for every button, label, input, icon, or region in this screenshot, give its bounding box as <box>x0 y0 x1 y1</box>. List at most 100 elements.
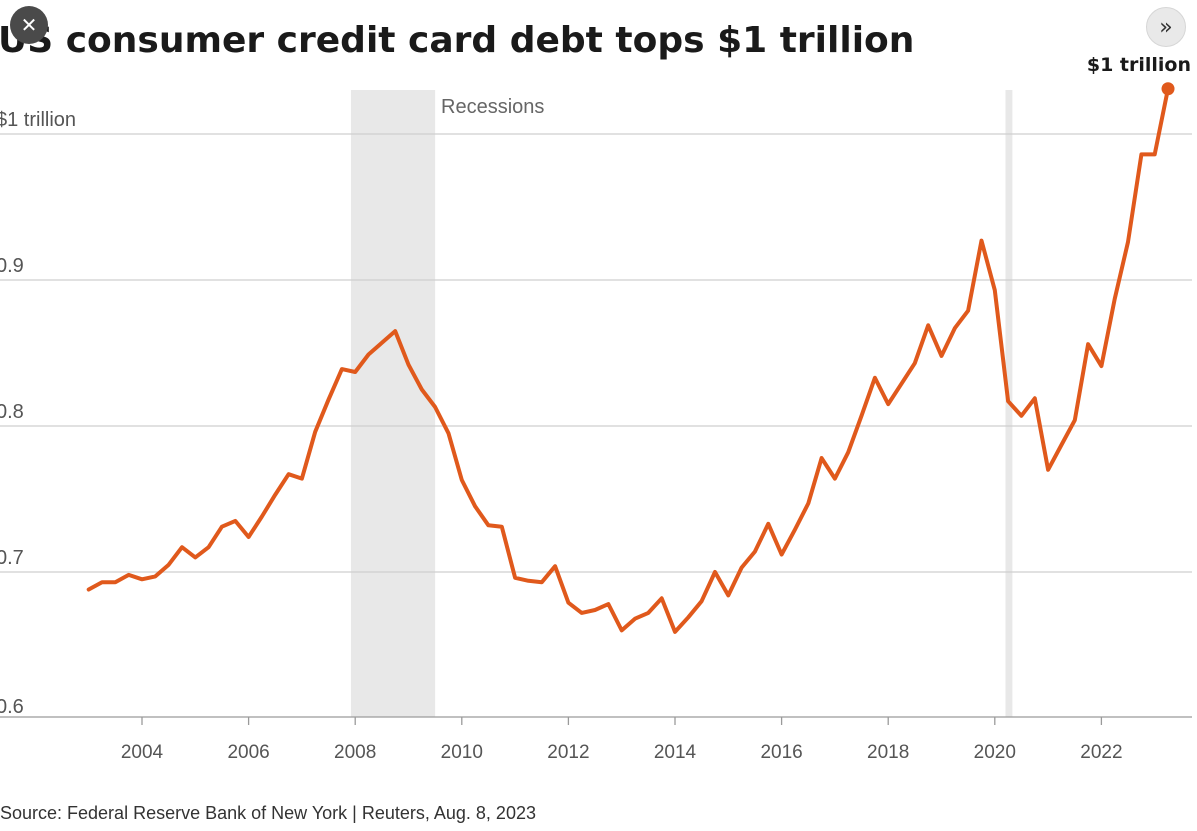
data-point <box>580 611 584 615</box>
recession-band-1 <box>350 90 436 717</box>
data-point <box>886 402 890 406</box>
data-point <box>1019 414 1023 418</box>
data-point <box>1006 399 1010 403</box>
data-point <box>167 563 171 567</box>
data-point <box>473 504 477 508</box>
data-point <box>566 601 570 605</box>
data-point <box>353 370 357 374</box>
gridlines <box>0 133 1192 573</box>
y-tick-label: 0.6 <box>0 696 24 718</box>
data-point <box>207 545 211 549</box>
x-tick-label: 2006 <box>227 742 269 763</box>
data-point <box>300 477 304 481</box>
data-point <box>100 580 104 584</box>
data-point <box>327 398 331 402</box>
data-point <box>966 309 970 313</box>
data-point <box>540 580 544 584</box>
data-point <box>153 574 157 578</box>
debt-series <box>86 82 1175 634</box>
data-point <box>140 577 144 581</box>
x-tick-label: 2010 <box>441 742 483 763</box>
data-point <box>833 477 837 481</box>
data-point <box>287 472 291 476</box>
data-point <box>367 352 371 356</box>
data-point <box>380 341 384 345</box>
data-point <box>500 525 504 529</box>
data-point <box>686 615 690 619</box>
data-point <box>846 450 850 454</box>
data-point <box>180 545 184 549</box>
data-point <box>393 329 397 333</box>
data-point <box>953 326 957 330</box>
data-point <box>260 515 264 519</box>
data-point <box>593 608 597 612</box>
end-point-marker <box>1161 82 1175 96</box>
data-point <box>726 593 730 597</box>
chart-title: US consumer credit card debt tops $1 tri… <box>0 20 914 61</box>
x-tick-label: 2018 <box>867 742 909 763</box>
data-point <box>340 367 344 371</box>
data-point <box>1139 152 1143 156</box>
data-point <box>273 493 277 497</box>
x-tick-label: 2012 <box>547 742 589 763</box>
data-point <box>1046 468 1050 472</box>
data-point <box>1073 418 1077 422</box>
data-point <box>553 564 557 568</box>
data-point <box>806 501 810 505</box>
recession-label: Recessions <box>441 96 544 118</box>
data-point <box>780 552 784 556</box>
data-point <box>1113 297 1117 301</box>
x-axis-ticks: 2004 2006 2008 2010 2012 2014 2016 2018 2020 2022 <box>121 717 1123 763</box>
data-point <box>433 405 437 409</box>
end-value-label: $1 trillion <box>1087 54 1191 76</box>
data-point <box>460 478 464 482</box>
data-point <box>1153 152 1157 156</box>
data-point <box>940 354 944 358</box>
data-point <box>606 602 610 606</box>
data-point <box>113 580 117 584</box>
data-point <box>87 588 91 592</box>
close-icon: ✕ <box>20 13 38 37</box>
data-point <box>766 522 770 526</box>
data-point <box>193 555 197 559</box>
data-point <box>979 239 983 243</box>
x-tick-label: 2004 <box>121 742 164 763</box>
double-chevron-right-icon: » <box>1159 14 1173 40</box>
data-point <box>1099 364 1103 368</box>
data-point <box>820 456 824 460</box>
data-point <box>860 414 864 418</box>
next-button[interactable]: » <box>1146 7 1186 47</box>
data-point <box>673 630 677 634</box>
data-point <box>740 566 744 570</box>
data-point <box>233 519 237 523</box>
data-point <box>1059 443 1063 447</box>
data-point <box>913 361 917 365</box>
data-point <box>926 323 930 327</box>
data-point <box>873 376 877 380</box>
data-point <box>247 535 251 539</box>
data-point <box>513 576 517 580</box>
data-point <box>220 525 224 529</box>
data-point <box>1126 240 1130 244</box>
close-button[interactable]: ✕ <box>10 6 48 44</box>
source-note: Source: Federal Reserve Bank of New York… <box>0 803 536 823</box>
x-tick-label: 2022 <box>1080 742 1122 763</box>
y-axis-ticks: $1 trillion 0.9 0.8 0.7 0.6 <box>0 109 76 718</box>
x-tick-label: 2008 <box>334 742 376 763</box>
data-point <box>900 382 904 386</box>
data-point <box>127 573 131 577</box>
y-tick-label: 0.9 <box>0 255 24 277</box>
data-point <box>1033 396 1037 400</box>
y-tick-label: $1 trillion <box>0 109 76 131</box>
data-point <box>793 528 797 532</box>
data-point <box>1086 342 1090 346</box>
data-point <box>313 430 317 434</box>
data-point <box>633 617 637 621</box>
y-tick-label: 0.8 <box>0 401 24 423</box>
data-point <box>993 288 997 292</box>
data-point <box>713 570 717 574</box>
x-tick-label: 2016 <box>760 742 802 763</box>
series-line <box>86 86 1170 634</box>
data-point <box>660 596 664 600</box>
